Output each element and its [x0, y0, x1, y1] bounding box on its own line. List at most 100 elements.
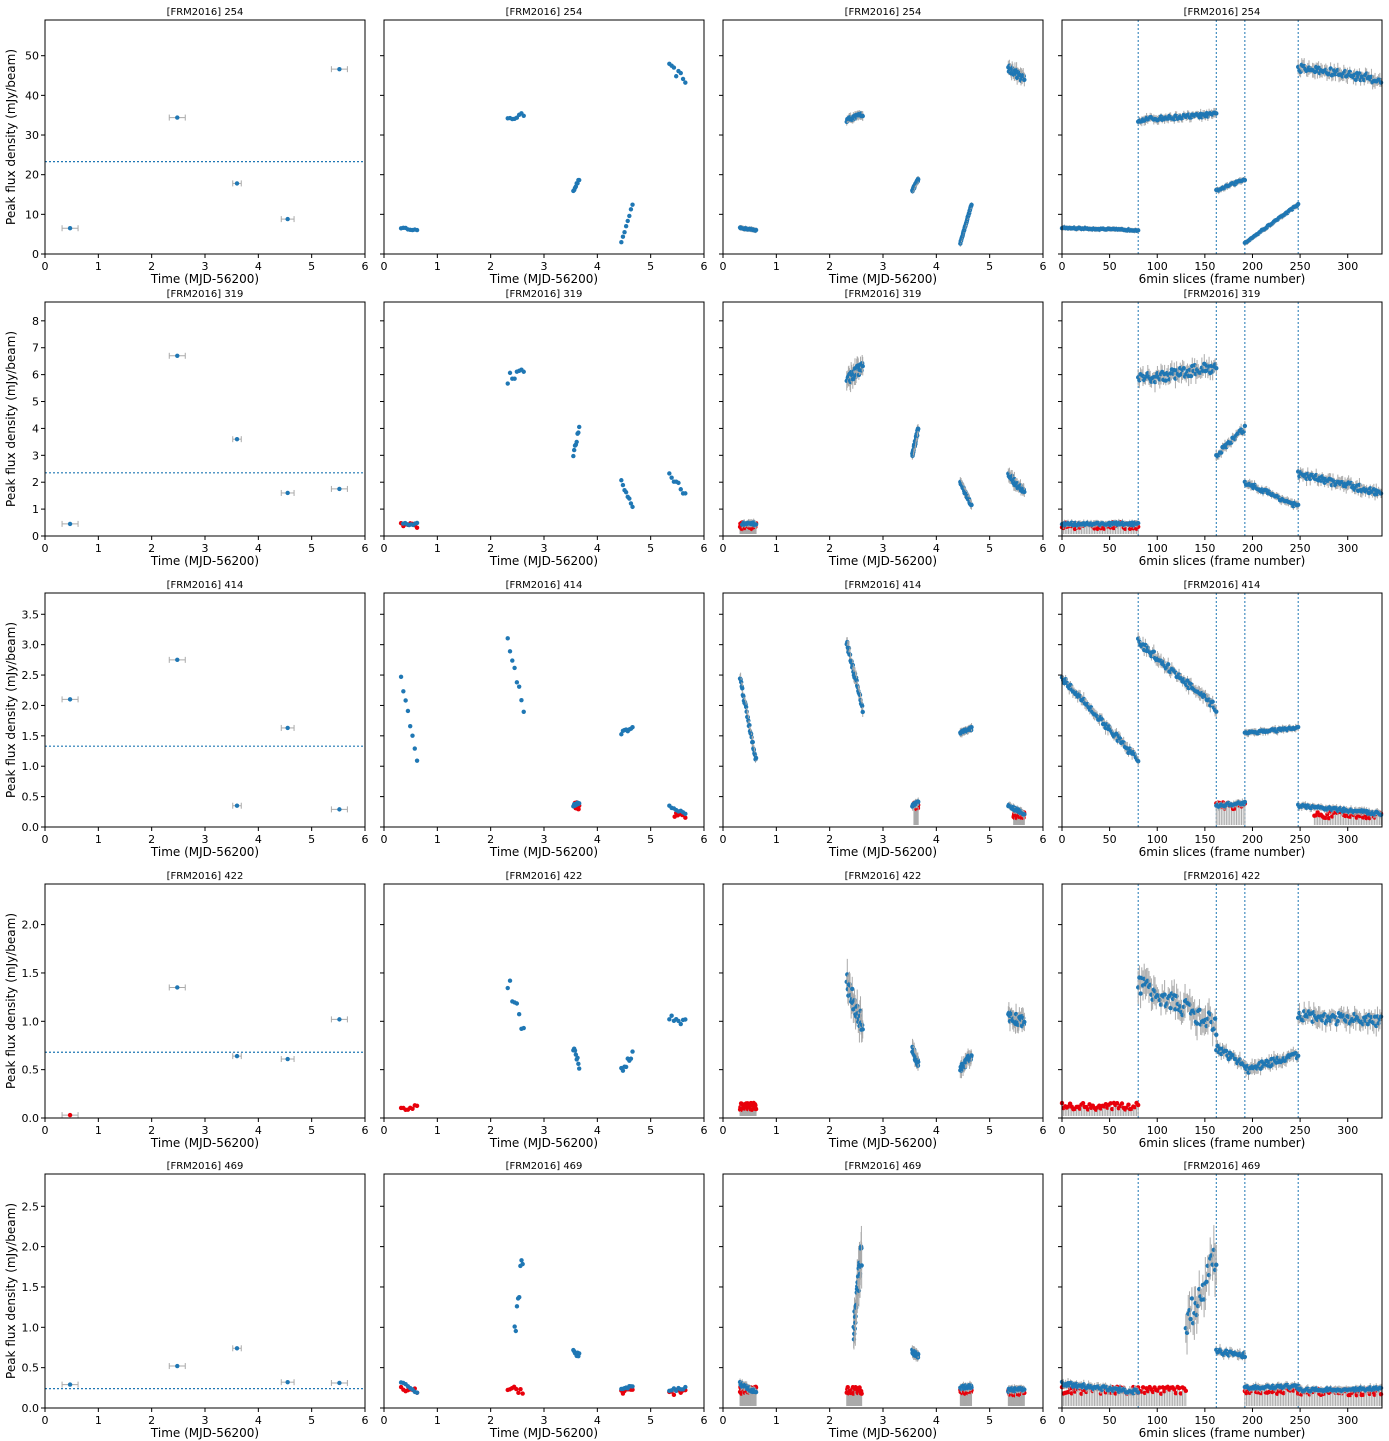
data-point: [505, 985, 510, 991]
x-tick-label: 2: [148, 542, 155, 555]
upper-limit-point: [1077, 1106, 1083, 1111]
panel-3-2: [FRM2016] 414 0 1 2 3 4 5 6 Time (MJD-56200): [380, 580, 708, 859]
panel-1-2: [FRM2016] 254 0 1 2 3 4 5 6 Time (MJD-56200): [380, 7, 708, 286]
upper-limit-point: [1103, 1102, 1108, 1107]
data-point: [285, 1056, 290, 1062]
data-point: [514, 1001, 520, 1006]
y-axis-label: Peak flux density (mJy/beam): [4, 1203, 18, 1379]
data-point: [630, 1384, 635, 1389]
data-point: [67, 226, 73, 231]
panel-title: [FRM2016] 319: [845, 289, 922, 300]
x-tick-label: 200: [1242, 260, 1263, 273]
axes-frame: [383, 592, 705, 828]
x-tick-label: 0: [1059, 542, 1066, 555]
data-point: [1224, 1048, 1229, 1054]
data-point: [683, 80, 688, 85]
panel-title: [FRM2016] 254: [845, 7, 922, 18]
x-tick-label: 1: [95, 260, 102, 273]
x-tick-label: 50: [1103, 833, 1117, 846]
data-point: [969, 724, 974, 730]
data-point: [337, 66, 342, 72]
data-point: [1022, 1019, 1027, 1025]
data-point: [860, 709, 865, 715]
x-axis-label: Time (MJD-56200): [150, 845, 259, 859]
y-tick-label: 2.0: [22, 699, 40, 712]
data-point: [572, 1048, 578, 1053]
x-tick-label: 100: [1147, 833, 1168, 846]
data-point: [1197, 1007, 1202, 1012]
x-tick-label: 3: [541, 542, 548, 555]
x-tick-label: 4: [255, 1124, 262, 1137]
upper-limit-point: [845, 1385, 850, 1390]
x-tick-label: 50: [1103, 542, 1117, 555]
x-axis-label: Time (MJD-56200): [489, 1136, 598, 1150]
y-tick-label: 2.5: [22, 1200, 40, 1213]
data-point: [234, 181, 240, 186]
panel-title: [FRM2016] 422: [167, 871, 244, 882]
data-point: [669, 475, 674, 480]
upper-limit-point: [1080, 1100, 1086, 1106]
data-point: [747, 722, 752, 728]
data-point: [623, 224, 629, 229]
upper-limit-point: [753, 1106, 759, 1112]
x-tick-label: 0: [720, 1124, 727, 1137]
y-axis-label: Peak flux density (mJy/beam): [4, 913, 18, 1089]
x-tick-label: 4: [933, 1414, 940, 1427]
x-tick-label: 4: [255, 1414, 262, 1427]
x-tick-label: 150: [1194, 833, 1215, 846]
data-point: [1242, 799, 1248, 805]
panel-4-3: [FRM2016] 422 0 1 2 3 4 5 6 Time (MJD-56200): [719, 871, 1047, 1150]
x-tick-label: 300: [1337, 542, 1358, 555]
data-point: [969, 1053, 974, 1058]
x-tick-label: 5: [647, 1124, 654, 1137]
x-tick-label: 300: [1337, 833, 1358, 846]
axes-frame: [383, 19, 705, 255]
data-point: [1135, 520, 1141, 526]
x-axis-label: Time (MJD-56200): [828, 554, 937, 568]
data-point: [1022, 77, 1027, 82]
x-tick-label: 5: [986, 1414, 993, 1427]
data-point: [513, 1328, 519, 1334]
x-tick-label: 3: [880, 260, 887, 273]
y-axis-label: Peak flux density (mJy/beam): [4, 49, 18, 225]
x-tick-label: 1: [434, 260, 441, 273]
data-point: [512, 1324, 517, 1329]
x-tick-label: 6: [362, 542, 369, 555]
x-tick-label: 1: [95, 1124, 102, 1137]
data-point: [630, 202, 635, 207]
data-point: [619, 732, 624, 737]
data-point: [414, 520, 420, 526]
data-point: [519, 698, 524, 703]
data-point: [969, 202, 974, 207]
x-axis-label: Time (MJD-56200): [489, 845, 598, 859]
x-tick-label: 300: [1337, 1124, 1358, 1137]
data-layer: [45, 66, 365, 232]
x-tick-label: 5: [647, 260, 654, 273]
data-point: [743, 704, 749, 710]
x-tick-label: 0: [381, 1414, 388, 1427]
x-tick-label: 0: [720, 1414, 727, 1427]
x-tick-label: 2: [826, 542, 833, 555]
data-point: [678, 487, 683, 492]
data-point: [414, 1390, 420, 1395]
upper-limit-point: [410, 1106, 415, 1111]
y-tick-label: 2.0: [22, 919, 40, 932]
panel-title: [FRM2016] 319: [167, 289, 244, 300]
data-point: [748, 731, 754, 736]
data-layer: [398, 367, 688, 530]
data-point: [521, 1025, 526, 1031]
data-point: [860, 113, 865, 119]
x-tick-label: 250: [1290, 542, 1311, 555]
x-tick-label: 4: [255, 260, 262, 273]
data-point: [571, 447, 577, 453]
data-point: [751, 747, 757, 752]
data-point: [67, 1382, 73, 1387]
data-point: [1181, 366, 1187, 371]
x-tick-label: 100: [1147, 260, 1168, 273]
data-point: [510, 658, 515, 663]
data-point: [854, 678, 859, 683]
x-tick-label: 6: [362, 260, 369, 273]
data-point: [520, 1261, 525, 1267]
data-point: [1163, 378, 1169, 383]
upper-limit-point: [1132, 1105, 1138, 1110]
